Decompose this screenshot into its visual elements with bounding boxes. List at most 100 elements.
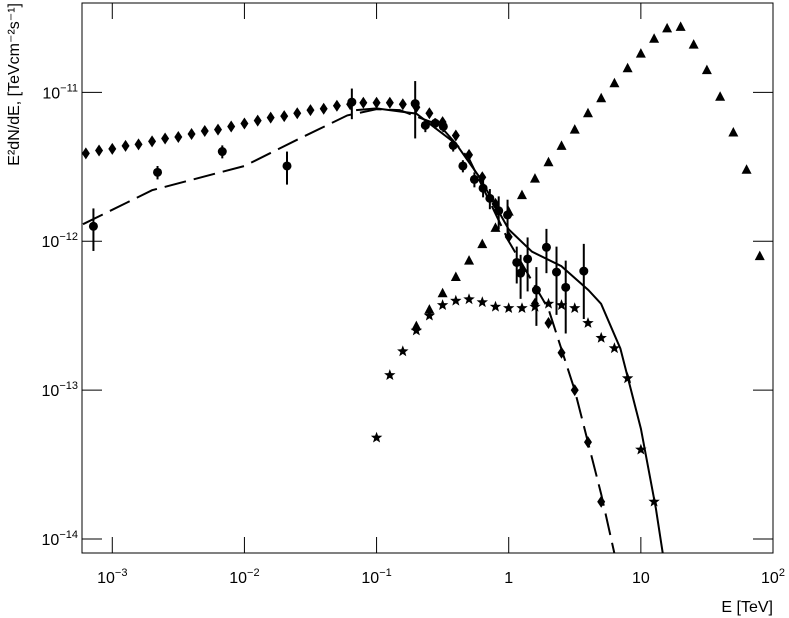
diamond-point [148, 135, 157, 148]
data-point [217, 147, 227, 157]
x-tick-label: 102 [761, 567, 785, 587]
triangle-point [609, 77, 620, 88]
star-point [582, 317, 594, 328]
y-tick-label: 10−12 [42, 231, 78, 251]
data-point [153, 167, 163, 177]
triangle-point [582, 107, 593, 118]
triangle-point [529, 173, 540, 183]
star-point [555, 299, 568, 310]
x-tick-label: 10−2 [229, 567, 259, 587]
triangle-point [543, 156, 554, 167]
tick-exponent: −12 [59, 231, 78, 243]
star-point [569, 302, 581, 313]
diamond-point [227, 120, 236, 133]
x-tick-label: 10−3 [97, 567, 127, 587]
y-tick-label: 10−14 [42, 529, 78, 549]
star-point [503, 302, 515, 313]
plot-frame [81, 2, 774, 554]
diamond-point [412, 101, 421, 114]
data-point [458, 161, 468, 171]
tick-base: 10 [42, 383, 60, 400]
star-point [463, 293, 475, 305]
triangle-point [715, 91, 726, 101]
tick-base: 10 [361, 570, 379, 587]
y-tick-label: 10−13 [42, 380, 78, 400]
diamond-point [213, 123, 222, 136]
diamond-point [332, 99, 341, 112]
diamond-point [253, 114, 262, 127]
tick-exponent: −1 [379, 567, 392, 579]
diamond-point [306, 104, 315, 117]
star-point [516, 302, 528, 313]
data-point [541, 242, 551, 252]
diamond-point [346, 98, 355, 111]
dashed-line [82, 108, 616, 553]
diamond-point [385, 96, 394, 109]
star-point [542, 297, 555, 309]
solid-line [356, 107, 664, 553]
x-tick-label: 1 [504, 570, 513, 587]
diamond-point [359, 96, 368, 109]
diamond-point [200, 124, 209, 137]
tick-base: 10 [42, 85, 60, 102]
y-tick-label: 10−11 [42, 82, 78, 102]
triangle-point [754, 250, 765, 261]
tick-base: 10 [632, 570, 650, 587]
triangle-point [516, 189, 527, 200]
x-tick-label: 10−1 [361, 567, 391, 587]
diamond-point [240, 117, 249, 130]
x-axis-label: E [TeV] [721, 599, 773, 616]
star-point [450, 294, 462, 306]
star-point [423, 309, 436, 321]
triangle-point [569, 124, 580, 134]
triangle-point [437, 287, 448, 298]
star-point [397, 345, 409, 357]
tick-base: 10 [229, 570, 247, 587]
tick-exponent: −11 [60, 82, 78, 94]
triangle-point [490, 222, 501, 232]
diamond-point [108, 142, 117, 155]
data-point [88, 221, 98, 231]
diamond-point [293, 107, 302, 120]
diamond-point [187, 127, 196, 140]
star-point [436, 299, 449, 310]
tick-exponent: 2 [779, 567, 785, 579]
diamond-point [570, 384, 579, 397]
diamond-point [161, 132, 170, 145]
star-point [489, 300, 502, 312]
diamond-point [95, 144, 104, 157]
diamond-point [266, 111, 275, 124]
star-point [595, 331, 607, 343]
triangle-point [701, 64, 712, 75]
diamond-point [438, 116, 447, 129]
triangle-point [503, 206, 514, 216]
diamond-point [398, 98, 407, 111]
triangle-point [649, 33, 660, 43]
diamond-point [121, 139, 130, 152]
diamond-point [544, 317, 553, 330]
triangle-point [477, 238, 488, 249]
tick-exponent: −13 [59, 380, 78, 392]
data-point [579, 266, 589, 276]
triangle-point [635, 48, 646, 58]
star-point [384, 369, 396, 380]
tick-base: 10 [42, 234, 60, 251]
tick-base: 10 [42, 532, 60, 549]
triangle-point [622, 62, 633, 73]
triangle-point [662, 22, 673, 33]
tick-base: 10 [761, 570, 779, 587]
y-axis-label: E²dN/dE, [TeVcm⁻²s⁻¹] [6, 3, 23, 166]
triangle-point [450, 271, 461, 281]
star-point [476, 296, 488, 308]
triangle-point [424, 304, 435, 314]
diamond-point [82, 147, 90, 160]
star-point [410, 324, 423, 336]
star-point [370, 431, 383, 443]
tick-base: 10 [97, 570, 115, 587]
diamond-point [174, 131, 183, 144]
triangle-point [556, 140, 567, 150]
triangle-point [596, 92, 607, 103]
diamond-point [319, 102, 328, 115]
data-point [552, 267, 562, 277]
